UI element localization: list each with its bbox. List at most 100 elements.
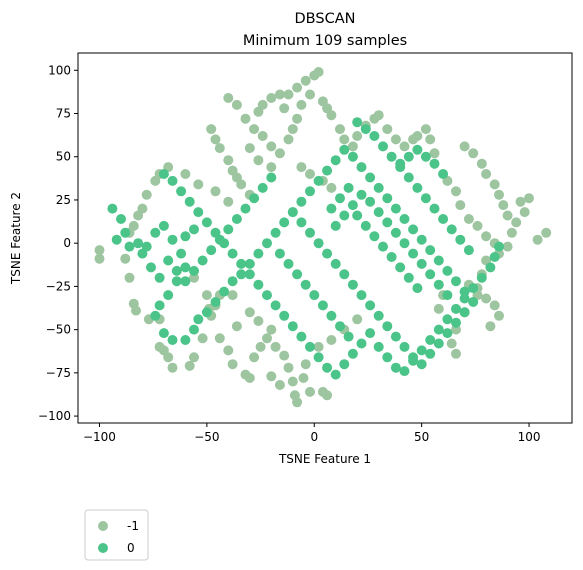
- point-series-0-57: [249, 124, 260, 135]
- point-series-1-117: [378, 141, 388, 152]
- point-series-1-125: [446, 224, 457, 235]
- point-series-1-161: [390, 227, 401, 238]
- point-series-1-68: [322, 248, 333, 259]
- point-series-0-13: [189, 352, 199, 363]
- point-series-1-167: [442, 290, 453, 301]
- point-series-1-37: [347, 151, 358, 162]
- point-series-1-16: [167, 335, 178, 345]
- point-series-0-150: [476, 158, 487, 169]
- point-series-1-180: [146, 262, 156, 273]
- point-series-1-50: [459, 286, 470, 297]
- point-series-1-48: [442, 265, 453, 276]
- point-series-1-186: [189, 224, 199, 235]
- x-tick-label: −50: [194, 430, 219, 444]
- point-series-0-1: [94, 253, 105, 264]
- point-series-1-72: [287, 207, 298, 218]
- point-series-1-15: [158, 328, 169, 339]
- point-series-0-149: [502, 210, 513, 221]
- point-series-0-133: [481, 293, 492, 304]
- point-series-0-62: [287, 124, 298, 135]
- point-series-0-11: [167, 362, 178, 373]
- point-series-1-4: [133, 238, 144, 249]
- point-series-0-96: [266, 162, 277, 173]
- point-series-0-30: [287, 376, 298, 387]
- point-series-1-179: [137, 248, 148, 259]
- point-series-1-27: [262, 238, 272, 249]
- point-series-1-63: [365, 300, 376, 311]
- point-series-1-9: [176, 248, 187, 259]
- point-series-0-98: [305, 169, 315, 179]
- point-series-1-146: [317, 300, 328, 311]
- point-series-0-33: [298, 373, 309, 383]
- point-series-1-86: [270, 300, 281, 311]
- point-series-0-65: [283, 89, 294, 100]
- point-series-1-40: [373, 182, 384, 193]
- point-series-0-66: [292, 82, 303, 93]
- point-series-1-103: [416, 345, 427, 356]
- point-series-1-31: [296, 196, 307, 207]
- point-series-1-44: [408, 224, 419, 235]
- point-series-1-91: [313, 352, 324, 363]
- point-series-0-29: [283, 362, 294, 373]
- point-series-0-86: [420, 124, 431, 135]
- point-series-1-8: [167, 234, 178, 245]
- point-series-1-78: [201, 217, 212, 228]
- point-series-1-59: [399, 341, 410, 352]
- point-series-1-67: [330, 258, 341, 269]
- point-series-0-46: [189, 272, 199, 283]
- y-tick-label: 100: [48, 63, 71, 77]
- point-series-1-143: [189, 265, 199, 276]
- point-series-1-142: [197, 255, 208, 266]
- point-series-0-118: [472, 220, 483, 231]
- point-series-1-29: [279, 217, 290, 228]
- x-axis-ticks: −100 −50 0 50 100: [83, 423, 540, 444]
- x-tick-label: 50: [414, 430, 429, 444]
- point-series-1-147: [326, 310, 337, 321]
- point-series-1-165: [425, 269, 436, 280]
- point-series-0-36: [244, 373, 255, 383]
- point-series-1-3: [111, 234, 122, 245]
- point-series-0-124: [511, 217, 522, 228]
- point-series-0-155: [326, 335, 337, 345]
- point-series-0-82: [390, 134, 401, 145]
- legend-box: [84, 509, 149, 561]
- point-series-0-104: [193, 179, 204, 190]
- point-series-0-45: [201, 290, 212, 301]
- point-series-1-107: [451, 303, 461, 314]
- point-series-1-112: [489, 252, 500, 262]
- point-series-0-32: [292, 397, 303, 408]
- point-series-1-172: [360, 220, 371, 231]
- point-series-1-65: [347, 279, 358, 290]
- x-axis-label: TSNE Feature 1: [278, 452, 371, 466]
- point-series-1-126: [455, 234, 466, 245]
- point-series-1-45: [416, 234, 427, 245]
- point-series-1-41: [382, 193, 393, 204]
- y-tick-label: −75: [46, 366, 71, 380]
- legend-label-noise: -1: [127, 519, 139, 533]
- point-series-1-163: [408, 248, 419, 259]
- x-tick-label: 0: [310, 430, 318, 444]
- point-series-0-64: [279, 103, 290, 114]
- point-series-0-127: [515, 196, 526, 207]
- point-series-1-130: [420, 151, 431, 162]
- point-series-0-63: [292, 113, 303, 124]
- point-series-1-34: [322, 165, 333, 176]
- point-series-0-93: [253, 106, 264, 117]
- point-series-1-154: [330, 220, 341, 231]
- point-series-0-19: [227, 290, 238, 301]
- point-series-0-103: [210, 186, 221, 197]
- point-series-1-77: [193, 207, 204, 218]
- point-series-0-5: [131, 305, 141, 316]
- chart-subtitle: Minimum 109 samples: [243, 33, 407, 49]
- point-series-0-108: [150, 175, 161, 186]
- point-series-1-104: [425, 335, 436, 345]
- point-series-1-106: [442, 314, 453, 325]
- point-series-1-89: [296, 331, 307, 342]
- point-series-1-169: [335, 193, 345, 204]
- point-series-0-76: [347, 141, 358, 152]
- point-series-1-134: [266, 172, 277, 183]
- point-series-1-14: [150, 310, 161, 321]
- point-series-1-132: [403, 151, 414, 162]
- point-series-1-97: [365, 328, 376, 339]
